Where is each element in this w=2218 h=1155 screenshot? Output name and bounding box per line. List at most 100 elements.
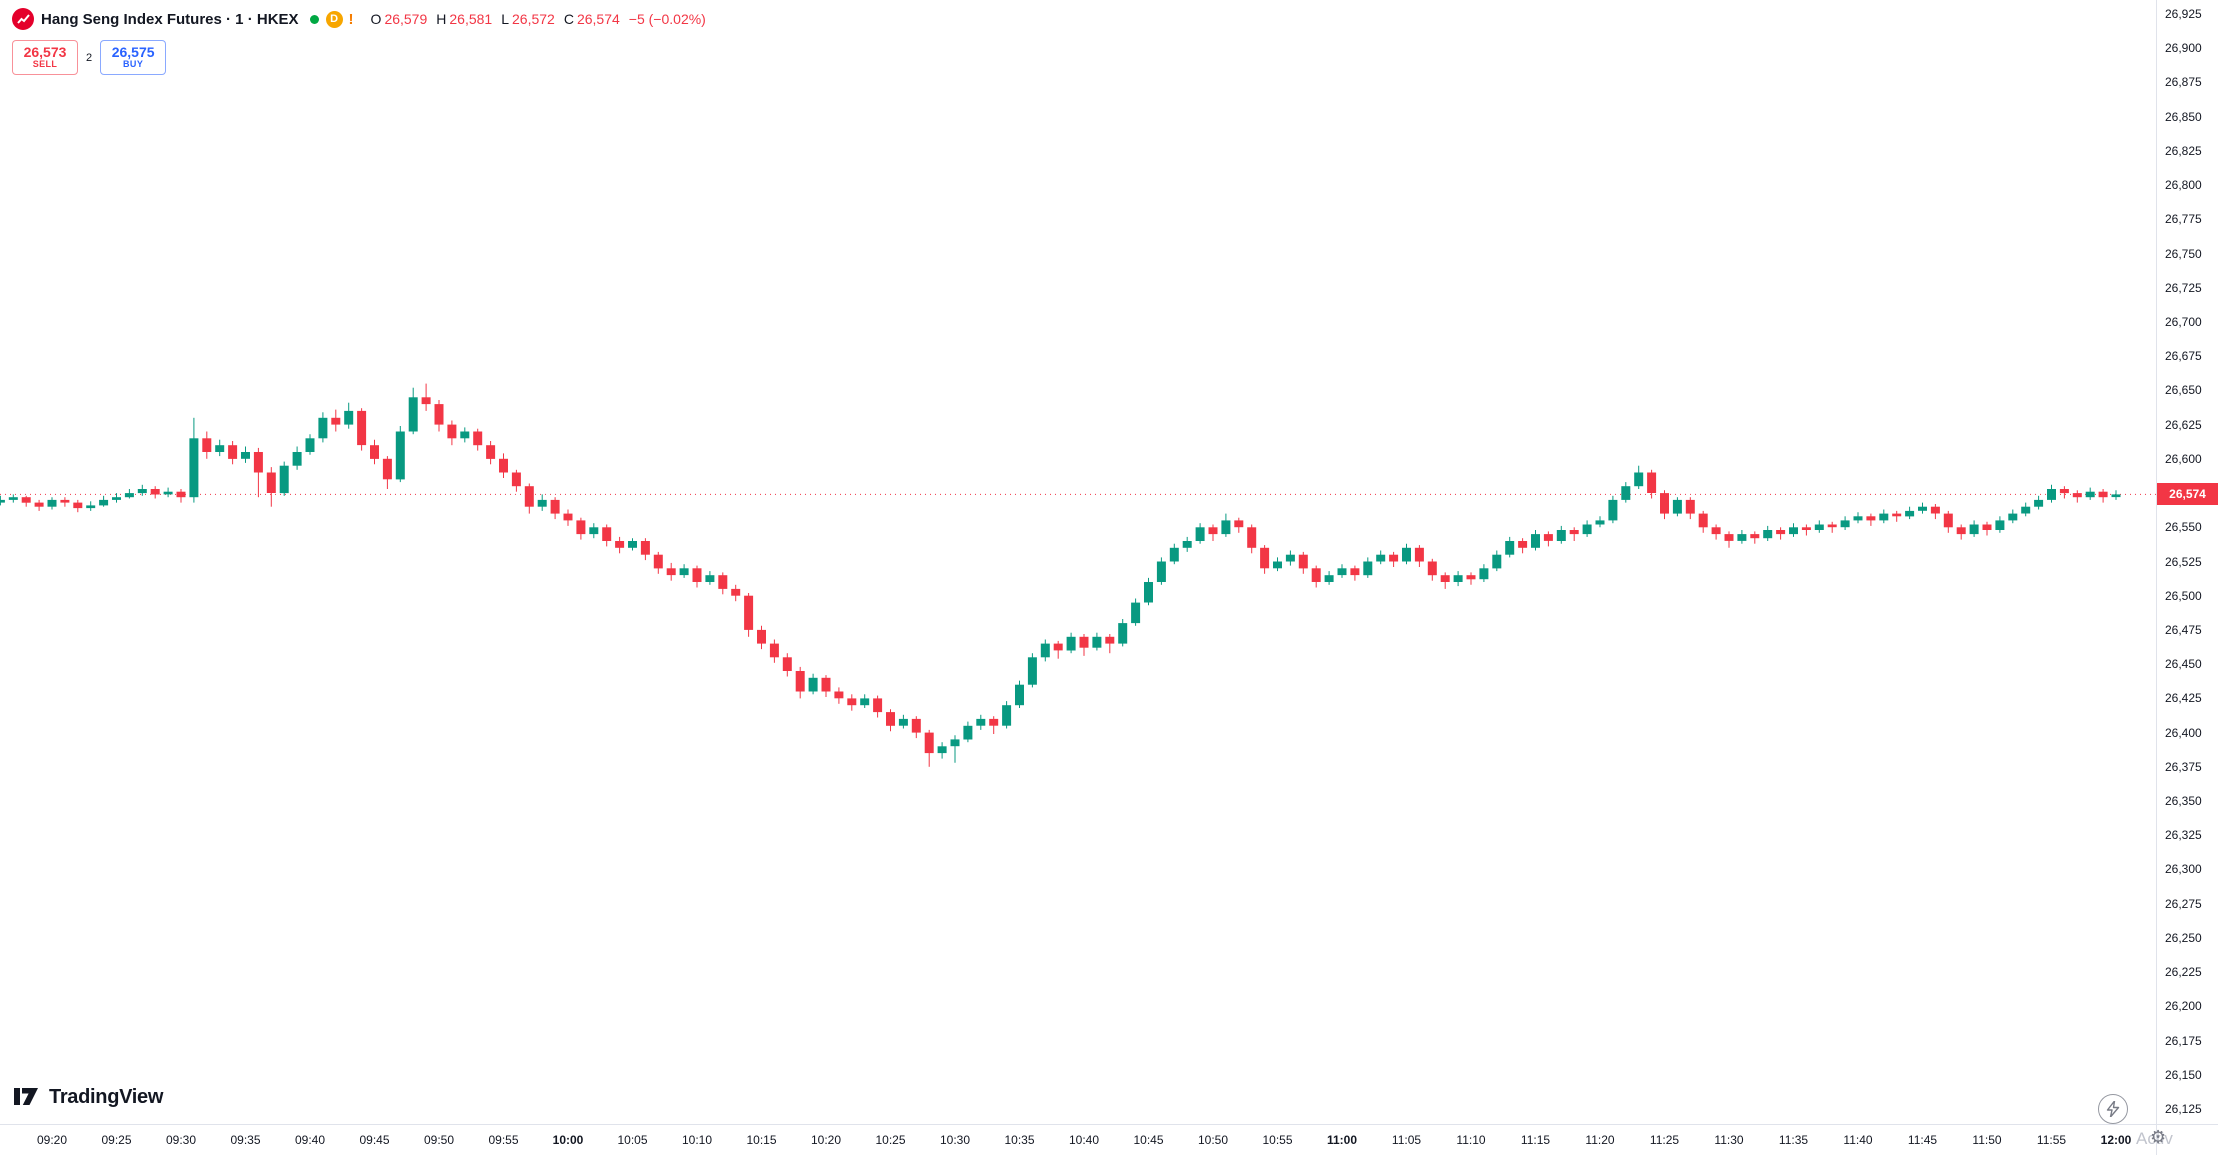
candle-body <box>1260 547 1270 569</box>
time-tick-label: 11:50 <box>1972 1133 2002 1147</box>
candle-body <box>653 554 663 569</box>
price-axis[interactable]: 26,574 26,125 26,150 26,175 26,200 26,225 26,… <box>2156 0 2218 1124</box>
time-tick-label: 11:40 <box>1843 1133 1873 1147</box>
candle-body <box>499 458 508 473</box>
candle-body <box>1827 524 1837 528</box>
price-tick-label: 26,600 <box>2165 451 2202 466</box>
close-label: C <box>563 11 574 27</box>
candle-body <box>1118 623 1128 644</box>
candle-body <box>1247 527 1257 548</box>
market-open-dot-icon[interactable] <box>309 14 319 24</box>
candle-body <box>1814 524 1824 530</box>
candle-body <box>1995 520 2005 530</box>
candle-body <box>1363 561 1373 576</box>
candle-body <box>1918 506 1927 511</box>
candle-body <box>99 499 109 506</box>
candle-body <box>1414 547 1424 562</box>
buy-button[interactable]: 26,575 BUY <box>100 40 167 75</box>
candle-body <box>1853 516 1863 521</box>
candle-body <box>1389 554 1399 562</box>
candle-body <box>821 677 831 692</box>
candle-body <box>73 502 83 509</box>
price-tick-label: 26,125 <box>2165 1102 2202 1116</box>
time-tick-label: 10:25 <box>875 1133 906 1147</box>
candle-body <box>421 397 431 405</box>
candle-body <box>318 417 328 439</box>
instant-trading-button[interactable] <box>2098 1094 2128 1124</box>
time-tick-label: 09:25 <box>101 1133 132 1147</box>
time-tick-label: 11:10 <box>1456 1133 1486 1147</box>
candlestick-chart[interactable] <box>0 0 2156 1124</box>
candle-body <box>1711 527 1721 535</box>
time-tick-label: 11:25 <box>1649 1133 1680 1147</box>
candle-body <box>176 491 186 498</box>
candle-body <box>1079 636 1089 648</box>
price-tick-label: 26,900 <box>2165 41 2202 56</box>
candle-body <box>1402 547 1411 562</box>
candle-body <box>1789 527 1798 535</box>
price-tick-label: 26,550 <box>2165 520 2202 535</box>
chart-legend: Hang Seng Index Futures · 1 · HKEX D ! O… <box>12 7 706 75</box>
symbol-title[interactable]: Hang Seng Index Futures · 1 · HKEX <box>41 10 299 28</box>
candle-body <box>1273 561 1282 569</box>
warning-icon[interactable]: ! <box>348 10 354 28</box>
candle-body <box>898 718 908 726</box>
price-tick-label: 26,375 <box>2165 759 2202 774</box>
candle-body <box>1156 561 1166 582</box>
settings-gear-icon[interactable]: ⚙ <box>2150 1127 2167 1147</box>
candle-body <box>602 527 612 541</box>
chart-pane[interactable] <box>0 0 2156 1124</box>
time-tick-label: 10:55 <box>1262 1133 1293 1147</box>
candle-body <box>1182 541 1192 548</box>
price-tick-label: 26,475 <box>2165 622 2202 637</box>
candle-body <box>357 410 367 446</box>
candle-body <box>1750 534 1760 539</box>
price-tick-label: 26,925 <box>2165 7 2202 21</box>
candle-body <box>937 746 947 754</box>
candle-body <box>1531 534 1540 548</box>
candle-body <box>1221 520 1231 535</box>
candle-body <box>1892 513 1902 517</box>
price-tick-label: 26,350 <box>2165 794 2202 809</box>
candle-body <box>1105 636 1115 644</box>
candle-body <box>1582 524 1592 535</box>
candle-body <box>589 527 599 535</box>
time-tick-label: 11:00 <box>1326 1133 1358 1147</box>
candle-body <box>1776 530 1786 535</box>
candle-body <box>1621 486 1631 500</box>
candle-body <box>1337 568 1347 576</box>
time-tick-label: 09:35 <box>230 1133 261 1147</box>
candle-body <box>679 568 689 576</box>
time-tick-label: 09:40 <box>294 1133 326 1147</box>
candle-body <box>370 445 379 459</box>
candle-body <box>511 472 521 487</box>
price-tick-label: 26,200 <box>2165 999 2202 1014</box>
lightning-bolt-icon <box>2106 1101 2120 1117</box>
time-tick-label: 10:50 <box>1197 1133 1229 1147</box>
time-axis[interactable]: 09:20 09:25 09:30 09:35 09:40 09:45 09:50 09:55… <box>0 1124 2156 1155</box>
candle-body <box>1027 657 1037 685</box>
candle-body <box>1647 472 1657 493</box>
candle-body <box>1131 602 1141 624</box>
candle-body <box>8 497 18 500</box>
price-tick-label: 26,275 <box>2165 896 2202 911</box>
candle-body <box>1608 499 1618 521</box>
candle-body <box>1440 575 1450 582</box>
candle-body <box>2008 513 2018 521</box>
candle-body <box>1595 520 1605 525</box>
candle-body <box>279 465 289 494</box>
candle-body <box>1350 568 1360 576</box>
tradingview-logo[interactable]: TradingView <box>14 1085 163 1109</box>
delayed-data-badge[interactable]: D <box>325 10 343 28</box>
sell-button[interactable]: 26,573 SELL <box>12 40 78 75</box>
symbol-logo-icon <box>12 8 34 30</box>
price-tick-label: 26,450 <box>2165 657 2202 672</box>
candle-body <box>189 438 199 498</box>
candle-body <box>1144 582 1153 603</box>
price-tick-label: 26,725 <box>2165 280 2202 295</box>
candle-body <box>395 431 405 480</box>
candle-body <box>666 568 676 576</box>
time-tick-label: 10:10 <box>681 1133 713 1147</box>
candle-body <box>692 568 702 582</box>
time-tick-label: 11:15 <box>1520 1133 1551 1147</box>
